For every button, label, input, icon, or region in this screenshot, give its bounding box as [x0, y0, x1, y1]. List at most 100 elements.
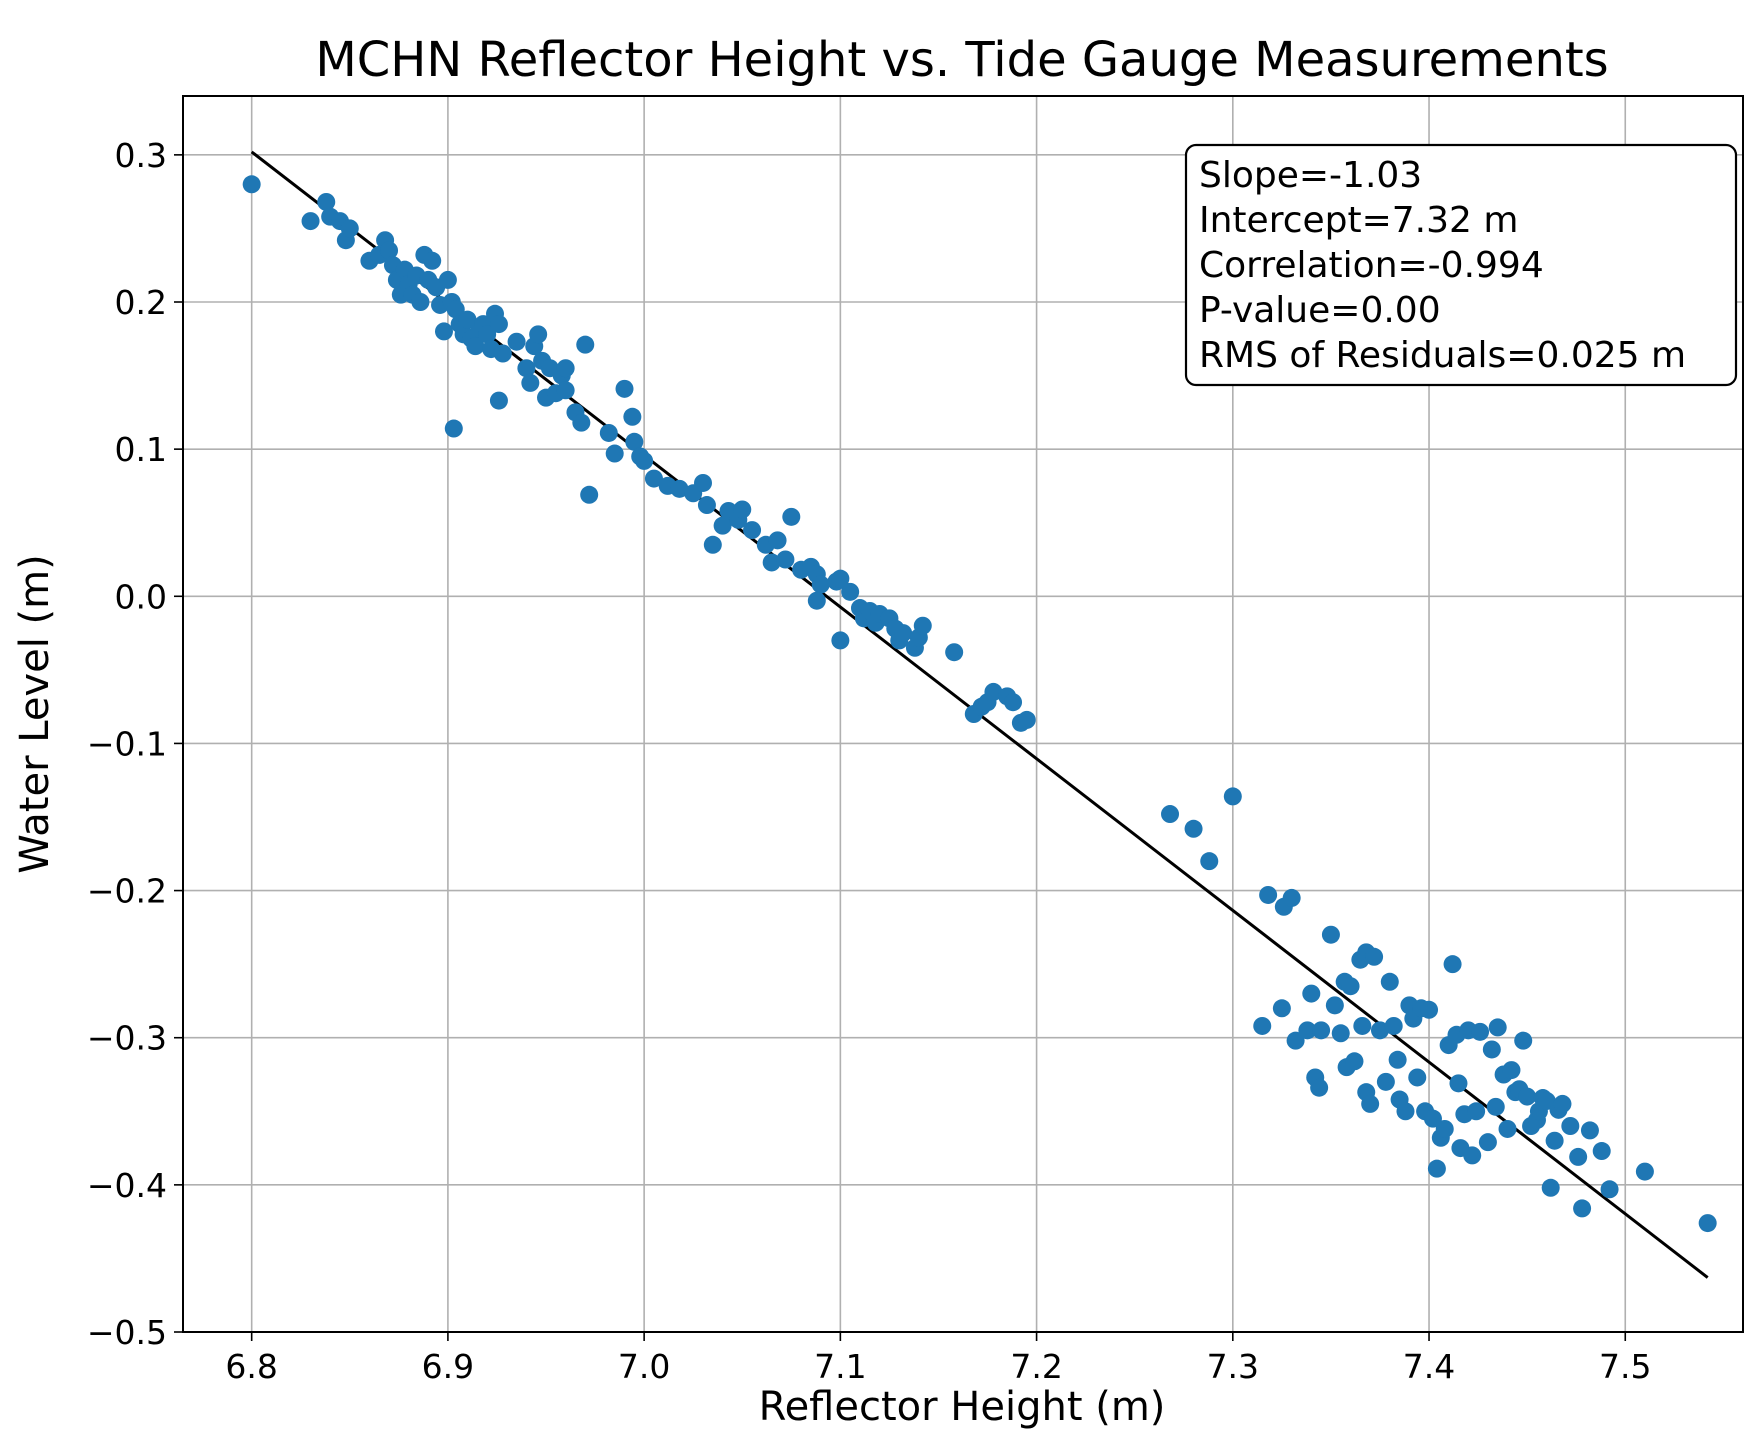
y-tick-label: −0.1: [87, 724, 167, 763]
data-point: [556, 359, 575, 378]
data-point: [1310, 1078, 1329, 1097]
data-point: [811, 575, 830, 594]
data-point: [1017, 710, 1036, 729]
data-point: [623, 407, 642, 426]
y-tick-label: 0.2: [115, 283, 167, 322]
data-point: [599, 423, 618, 442]
data-point: [1161, 805, 1180, 824]
data-point: [1600, 1180, 1619, 1199]
x-tick-label: 7.3: [1207, 1347, 1259, 1386]
data-point: [1449, 1074, 1468, 1093]
data-point: [1286, 1031, 1305, 1050]
data-point: [438, 270, 457, 289]
data-point: [605, 444, 624, 463]
y-tick-label: −0.4: [87, 1166, 167, 1205]
data-point: [1573, 1199, 1592, 1218]
y-tick-label: 0.0: [115, 577, 167, 616]
data-point: [1569, 1147, 1588, 1166]
x-axis-ticks: 6.8 6.9 7.0 7.1 7.2 7.3 7.4 7.5: [225, 1332, 1652, 1386]
data-point: [733, 500, 752, 519]
data-point: [1514, 1031, 1533, 1050]
data-point: [1471, 1022, 1490, 1041]
data-point: [841, 582, 860, 601]
data-point: [1184, 819, 1203, 838]
data-point: [1223, 787, 1242, 806]
data-point: [762, 553, 781, 572]
x-tick-label: 7.0: [618, 1347, 670, 1386]
data-point: [1463, 1146, 1482, 1165]
x-tick-label: 7.4: [1403, 1347, 1455, 1386]
data-point: [945, 643, 964, 662]
data-point: [1259, 885, 1278, 904]
data-point: [1478, 1133, 1497, 1152]
data-point: [743, 521, 762, 540]
data-point: [1004, 693, 1023, 712]
data-point: [466, 337, 485, 356]
data-point: [782, 507, 801, 526]
data-point: [807, 591, 826, 610]
data-point: [1502, 1061, 1521, 1080]
data-point: [776, 550, 795, 569]
data-point: [984, 682, 1003, 701]
data-point: [1541, 1178, 1560, 1197]
data-point: [1553, 1094, 1572, 1113]
data-point: [1396, 1102, 1415, 1121]
data-point: [1435, 1119, 1454, 1138]
stats-correlation: Correlation=-0.994: [1199, 245, 1544, 286]
data-point: [1488, 1018, 1507, 1037]
stats-box-border: [1184, 143, 1738, 387]
y-tick-label: −0.3: [87, 1019, 167, 1058]
data-point: [615, 379, 634, 398]
stats-rms-residuals: RMS of Residuals=0.025 m: [1199, 335, 1686, 376]
data-point: [1427, 1159, 1446, 1178]
data-point: [478, 325, 497, 344]
data-point: [768, 531, 787, 550]
stats-annotation-box: Slope=-1.03 Intercept=7.32 m Correlation…: [1184, 143, 1738, 387]
data-point: [572, 413, 591, 432]
data-point: [1331, 1024, 1350, 1043]
data-point: [1302, 984, 1321, 1003]
data-point: [580, 485, 599, 504]
data-point: [1443, 955, 1462, 974]
data-point: [521, 373, 540, 392]
data-point: [1365, 947, 1384, 966]
data-point: [1312, 1021, 1331, 1040]
data-point: [713, 516, 732, 535]
data-point: [434, 322, 453, 341]
data-point: [1325, 996, 1344, 1015]
y-axis-label: Water Level (m): [12, 554, 58, 873]
data-point: [1561, 1117, 1580, 1135]
data-point: [1467, 1102, 1486, 1121]
data-point: [1341, 977, 1360, 996]
data-point: [1380, 972, 1399, 991]
data-point: [831, 569, 850, 588]
data-point: [493, 344, 512, 363]
data-point: [489, 391, 508, 410]
data-point: [697, 496, 716, 515]
data-point: [644, 469, 663, 488]
x-tick-label: 7.2: [1010, 1347, 1062, 1386]
data-point: [1345, 1052, 1364, 1071]
data-point: [625, 432, 644, 451]
data-point: [1282, 888, 1301, 907]
data-point: [1423, 1109, 1442, 1128]
data-point: [894, 624, 913, 643]
data-point: [1388, 1050, 1407, 1069]
data-point: [1321, 925, 1340, 944]
data-point: [489, 315, 508, 334]
data-point: [1498, 1119, 1517, 1138]
data-point: [694, 473, 712, 492]
data-point: [242, 175, 261, 194]
x-tick-label: 7.5: [1599, 1347, 1651, 1386]
data-point: [1370, 1021, 1389, 1040]
x-tick-label: 6.9: [422, 1347, 474, 1386]
data-point: [1272, 999, 1291, 1018]
data-point: [1253, 1016, 1272, 1035]
y-tick-label: 0.1: [115, 430, 167, 469]
data-point: [380, 241, 399, 260]
data-point: [556, 381, 575, 400]
data-point: [301, 212, 320, 231]
data-point: [1420, 1000, 1439, 1019]
data-point: [411, 293, 430, 311]
